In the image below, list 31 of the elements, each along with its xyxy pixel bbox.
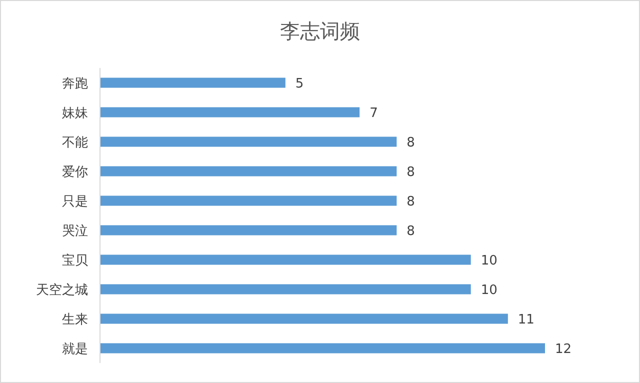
data-label: 7 (370, 106, 378, 121)
bar (100, 196, 397, 206)
bar (100, 314, 508, 324)
bar (100, 166, 397, 176)
bar (100, 78, 286, 88)
y-tick-label: 不能 (62, 135, 88, 150)
y-tick-label: 就是 (62, 342, 88, 357)
data-label: 10 (480, 253, 498, 268)
y-tick-label: 奔跑 (62, 76, 88, 92)
bar (100, 107, 360, 118)
data-label: 8 (406, 194, 415, 210)
data-label: 11 (518, 312, 534, 328)
chart-title: 李志词频 (280, 19, 360, 43)
data-label: 12 (555, 342, 572, 357)
bar (100, 343, 545, 354)
y-tick-label: 宝贝 (62, 252, 88, 268)
y-tick-label: 生来 (62, 312, 88, 328)
data-label: 8 (406, 135, 415, 150)
data-label: 8 (406, 224, 415, 239)
bar (100, 254, 471, 265)
bar (100, 284, 471, 294)
y-tick-label: 只是 (62, 194, 88, 210)
data-label: 5 (295, 76, 304, 92)
data-label: 10 (480, 282, 498, 298)
y-tick-label: 天空之城 (36, 282, 88, 298)
bar (100, 225, 397, 236)
data-label: 8 (406, 164, 415, 180)
y-tick-label: 哭泣 (62, 224, 88, 239)
bar (100, 136, 397, 147)
y-tick-label: 爱你 (62, 164, 88, 180)
y-tick-label: 妹妹 (62, 106, 88, 121)
